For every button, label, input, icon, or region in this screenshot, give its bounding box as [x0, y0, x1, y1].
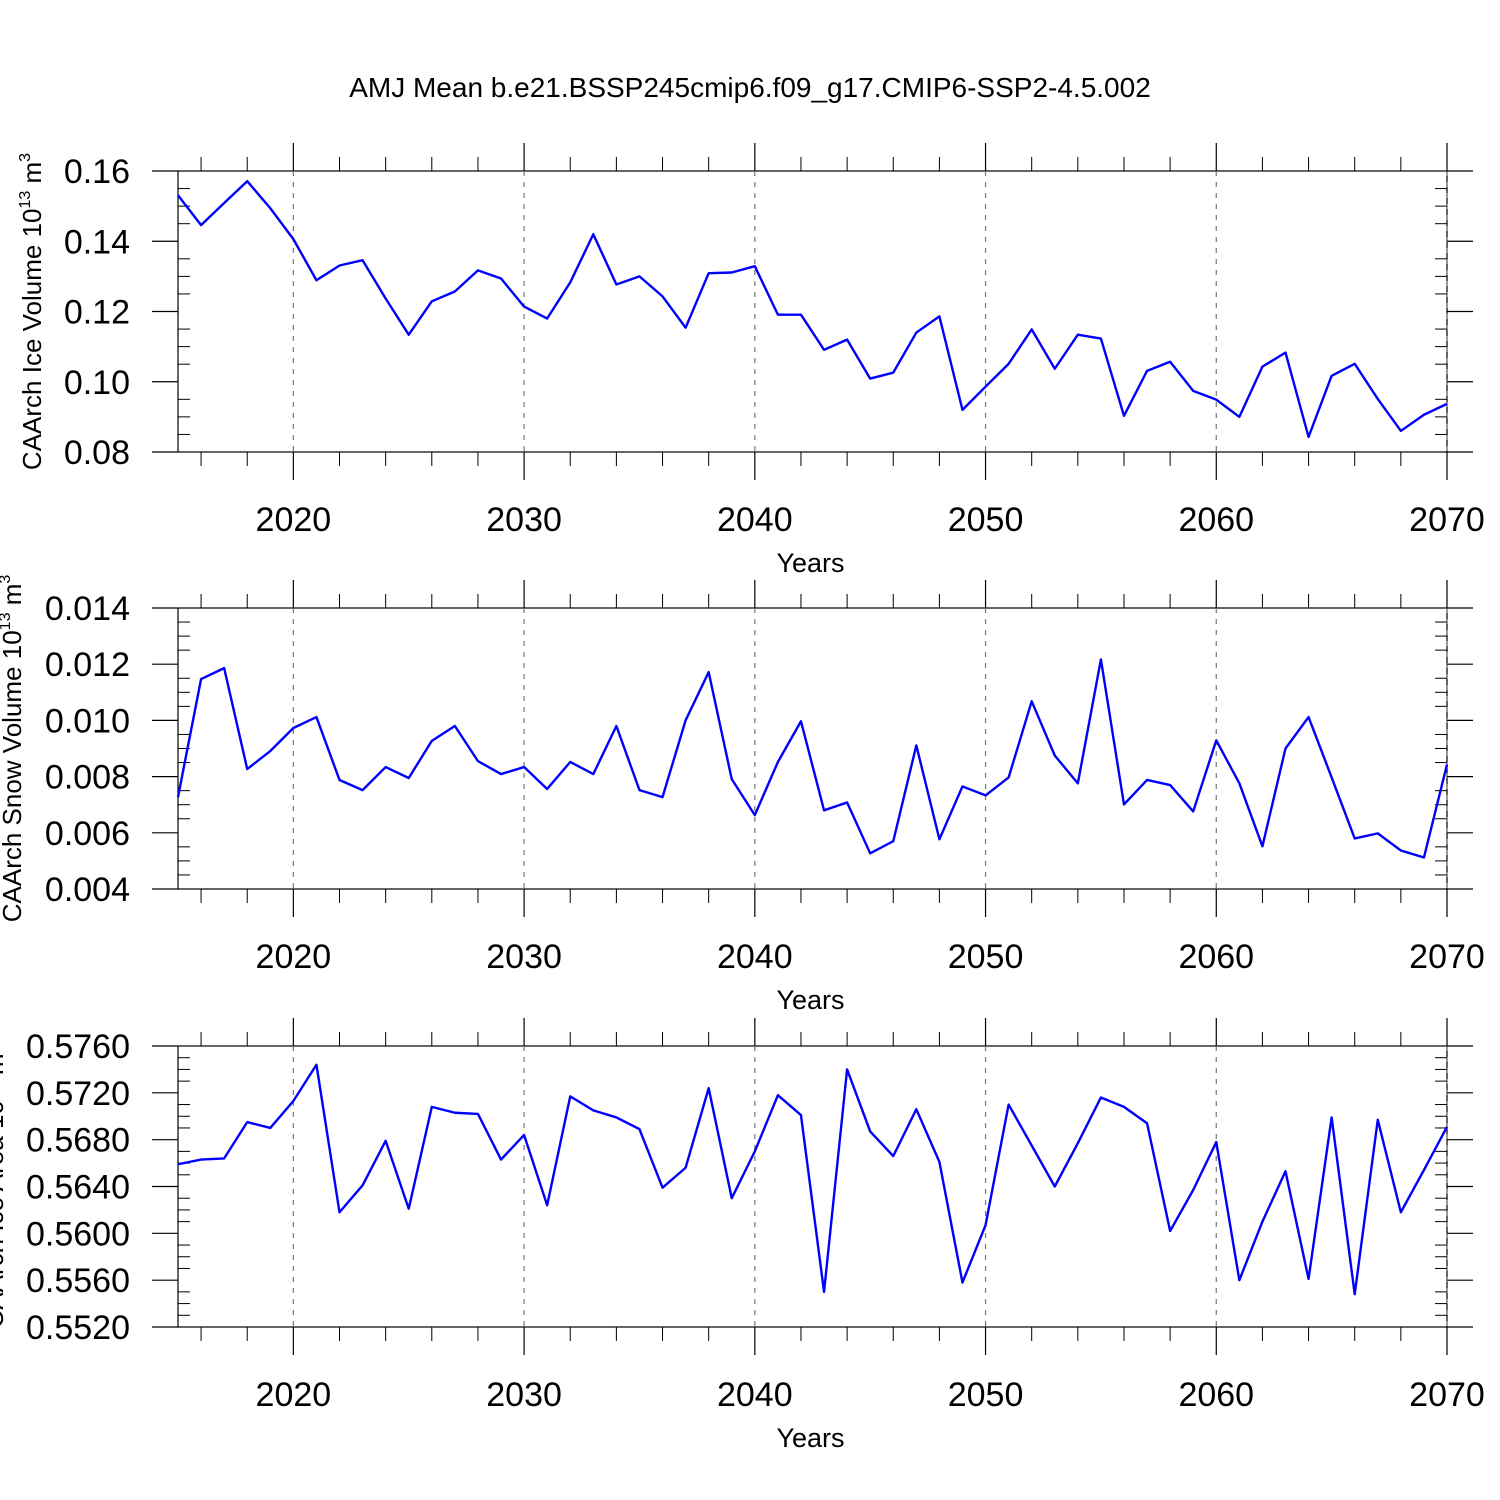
x-tick-label: 2060 [1178, 501, 1254, 539]
data-line [177, 1063, 1449, 1296]
plot-frame [177, 170, 1448, 453]
y-label-text: CAArch Ice Volume 10 [17, 209, 47, 471]
y-tick-label: 0.10 [64, 364, 130, 402]
y-tick-label: 0.08 [64, 434, 130, 472]
y-label-sup: 3 [0, 575, 14, 584]
plot-frame [177, 607, 1448, 890]
y-label-sup: 13 [17, 191, 34, 209]
x-tick-label: 2030 [486, 1376, 562, 1414]
x-tick-label: 2020 [256, 501, 332, 539]
x-axis-label: Years [776, 985, 844, 1015]
x-tick-label: 2040 [717, 1376, 793, 1414]
y-label-text: CAArch Ice Area 10 [0, 1100, 9, 1328]
x-tick-label: 2020 [256, 938, 332, 976]
x-axis-label: Years [776, 548, 844, 578]
y-tick-label: 0.010 [45, 702, 130, 740]
y-tick-label: 0.004 [45, 871, 130, 909]
x-tick-label: 2070 [1409, 938, 1485, 976]
y-label-unit: m [17, 162, 47, 191]
y-tick-label: 0.5640 [26, 1169, 130, 1207]
x-tick-label: 2020 [256, 1376, 332, 1414]
x-tick-label: 2030 [486, 938, 562, 976]
x-tick-label: 2040 [717, 501, 793, 539]
y-tick-label: 0.16 [64, 153, 130, 191]
y-tick-label: 0.5520 [26, 1309, 130, 1347]
y-label-text: CAArch Snow Volume 10 [0, 630, 27, 922]
y-tick-label: 0.006 [45, 815, 130, 853]
plot-frame [177, 1045, 1448, 1328]
figure-title: AMJ Mean b.e21.BSSP245cmip6.f09_g17.CMIP… [349, 72, 1151, 103]
y-tick-label: 0.5600 [26, 1215, 130, 1253]
x-tick-label: 2030 [486, 501, 562, 539]
y-tick-label: 0.014 [45, 590, 130, 628]
x-tick-label: 2070 [1409, 501, 1485, 539]
y-tick-label: 0.008 [45, 759, 130, 797]
data-line [176, 658, 1449, 859]
y-label-sup: 13 [0, 612, 14, 630]
y-tick-label: 0.14 [64, 223, 130, 261]
data-line [177, 179, 1448, 439]
y-axis-label: CAArch Ice Volume 1013 m3 [17, 153, 47, 470]
y-tick-label: 0.5560 [26, 1262, 130, 1300]
x-tick-label: 2060 [1178, 1376, 1254, 1414]
y-axis-label: CAArch Snow Volume 1013 m3 [0, 575, 27, 923]
x-tick-label: 2050 [948, 1376, 1024, 1414]
y-tick-label: 0.12 [64, 294, 130, 332]
y-label-sup: 3 [17, 153, 34, 162]
y-label-unit: m [0, 1053, 9, 1082]
y-tick-label: 0.5680 [26, 1122, 130, 1160]
x-tick-label: 2070 [1409, 1376, 1485, 1414]
x-tick-label: 2050 [948, 501, 1024, 539]
y-tick-label: 0.5720 [26, 1075, 130, 1113]
x-tick-label: 2050 [948, 938, 1024, 976]
y-axis-label: CAArch Ice Area 1013 m2 [0, 1044, 9, 1328]
y-tick-label: 0.5760 [26, 1028, 130, 1066]
x-tick-label: 2040 [717, 938, 793, 976]
y-tick-label: 0.012 [45, 646, 130, 684]
x-tick-label: 2060 [1178, 938, 1254, 976]
y-label-unit: m [0, 584, 27, 613]
x-axis-label: Years [776, 1423, 844, 1453]
